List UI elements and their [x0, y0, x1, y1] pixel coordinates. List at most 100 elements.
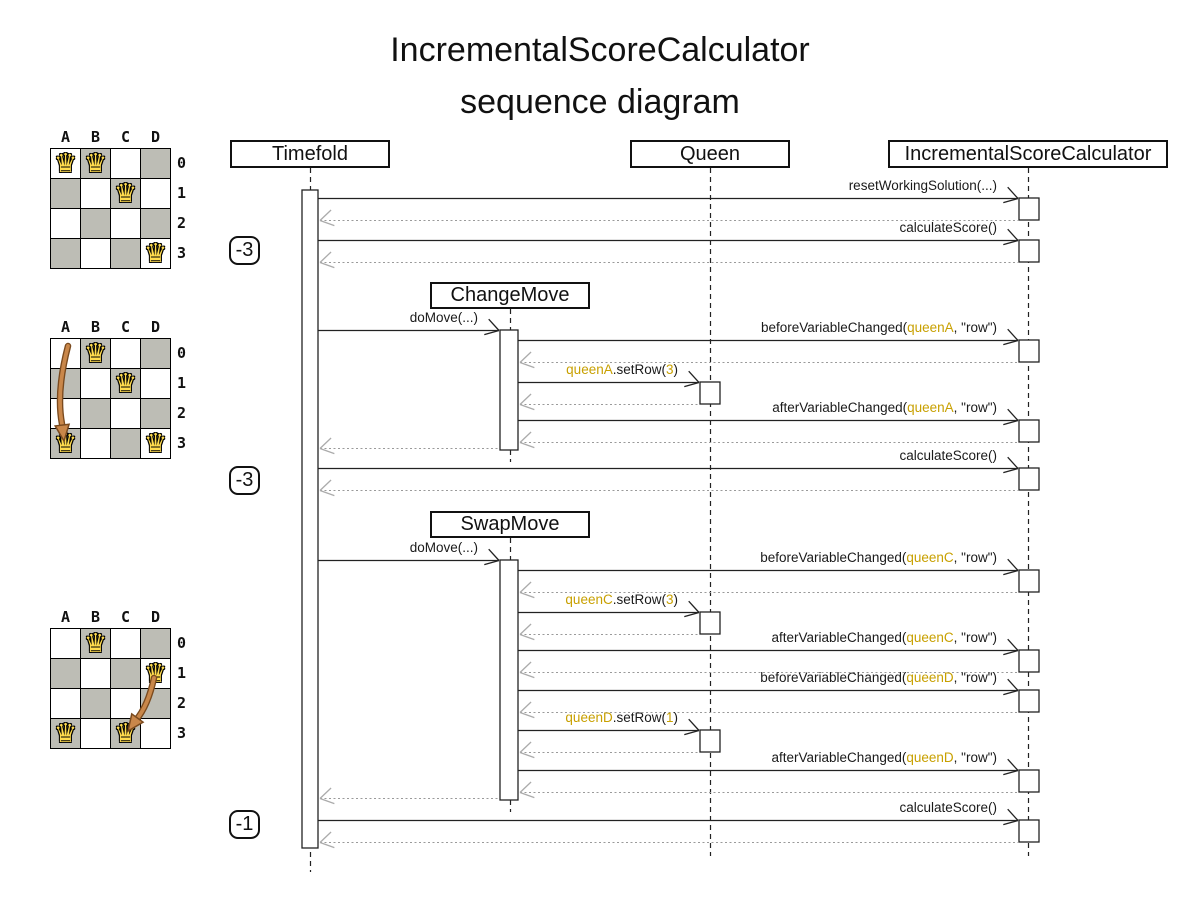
arrowhead-stroke: [519, 351, 532, 363]
move-box-swapmove: SwapMove: [430, 511, 590, 538]
move-arrow-icon: [126, 674, 158, 733]
queen-ref-text: 3: [665, 592, 674, 607]
arrowhead-icon: [1003, 328, 1019, 346]
col-label: A: [60, 608, 71, 626]
label-text: , "row"): [953, 750, 997, 765]
board-cell: [110, 368, 141, 399]
arrowhead-stroke: [1007, 558, 1019, 571]
arrowhead-stroke: [519, 623, 532, 635]
arrowhead-stroke: [1007, 456, 1019, 469]
arrowhead-stroke: [519, 671, 535, 679]
row-label: 2: [177, 404, 187, 422]
arrowhead-stroke: [519, 741, 532, 753]
arrowhead-stroke: [319, 209, 332, 221]
activation-bar-changemove: [499, 329, 519, 451]
label-text: , "row"): [953, 320, 997, 335]
board-cell: [80, 688, 111, 719]
board-cell: [50, 428, 81, 459]
arrowhead-stroke: [319, 251, 332, 263]
arrowhead-stroke: [519, 581, 532, 593]
queen-icon: ♛: [83, 148, 108, 178]
message-label: queenA.setRow(3): [566, 362, 678, 378]
row-label: 0: [177, 634, 187, 652]
arrowhead-icon: [1003, 186, 1019, 204]
label-text: beforeVariableChanged(: [760, 670, 907, 685]
arrowhead-stroke: [484, 329, 500, 336]
arrowhead-stroke: [484, 559, 500, 566]
message-label: beforeVariableChanged(queenC, "row"): [760, 550, 997, 566]
return-arrowhead-icon: [319, 251, 335, 269]
arrowhead-stroke: [688, 600, 700, 613]
label-text: .setRow(: [612, 710, 666, 725]
activation-bar-timefold: [301, 189, 319, 849]
arrowhead-icon: [684, 600, 700, 618]
label-text: ): [673, 710, 679, 725]
row-label: 2: [177, 694, 187, 712]
board-cell: [50, 178, 81, 209]
label-text: resetWorkingSolution(...): [848, 178, 997, 193]
arrowhead-stroke: [488, 318, 500, 331]
col-label: B: [90, 608, 101, 626]
return-arrowhead-icon: [319, 437, 335, 455]
col-label: A: [60, 318, 71, 336]
board-cell: [110, 148, 141, 179]
lifeline-header-queen: Queen: [630, 140, 790, 168]
row-label: 3: [177, 244, 187, 262]
arrowhead-stroke: [1007, 808, 1019, 821]
label-text: , "row"): [953, 670, 997, 685]
arrowhead-stroke: [1003, 197, 1019, 204]
arrowhead-stroke: [1007, 638, 1019, 651]
page-title-line1: IncrementalScoreCalculator: [390, 31, 810, 69]
queen-icon: ♛: [113, 368, 138, 398]
board-cell: [80, 368, 111, 399]
arrowhead-stroke: [319, 841, 335, 849]
message-label: afterVariableChanged(queenA, "row"): [772, 400, 997, 416]
board-cell: [50, 628, 81, 659]
move-arrow-icon: [53, 342, 72, 443]
arrowhead-icon: [1003, 638, 1019, 656]
message-label: calculateScore(): [899, 800, 997, 816]
return-arrowhead-icon: [519, 741, 535, 759]
label-text: doMove(...): [409, 310, 478, 325]
move-box-changemove: ChangeMove: [430, 282, 590, 309]
board-after-swapmove: A B C D 0 1 2 3 ♛ ♛ ♛ ♛: [50, 608, 186, 749]
board-initial: A B C D 0 1 2 3 ♛ ♛ ♛ ♛: [50, 128, 186, 269]
return-arrowhead-icon: [319, 209, 335, 227]
label-text: , "row"): [953, 400, 997, 415]
queen-icon: ♛: [143, 658, 168, 688]
queen-ref-text: queenD: [906, 750, 954, 765]
arrowhead-stroke: [1003, 569, 1019, 576]
row-label: 1: [177, 374, 187, 392]
row-label: 2: [177, 214, 187, 232]
arrowhead-stroke: [1007, 678, 1019, 691]
arrowhead-stroke: [319, 219, 335, 227]
arrowhead-icon: [1003, 558, 1019, 576]
col-label: B: [90, 128, 101, 146]
message-label: doMove(...): [410, 540, 478, 556]
queen-icon: ♛: [53, 148, 78, 178]
target-activation-box: [1018, 239, 1040, 263]
target-activation-box: [1018, 339, 1040, 363]
message-label: calculateScore(): [899, 220, 997, 236]
message-label: queenC.setRow(3): [565, 592, 678, 608]
queen-icon: ♛: [143, 238, 168, 268]
arrowhead-stroke: [519, 431, 532, 443]
board-cell: [140, 718, 171, 749]
target-activation-box: [1018, 419, 1040, 443]
queen-ref-text: queenA: [907, 320, 954, 335]
arrowhead-icon: [1003, 758, 1019, 776]
board-cell: [110, 398, 141, 429]
move-arrow-body: [58, 344, 70, 426]
score-badge: -3: [229, 466, 260, 495]
arrowhead-stroke: [519, 751, 535, 759]
lifeline-header-timefold: Timefold: [230, 140, 390, 168]
arrowhead-stroke: [688, 718, 700, 731]
col-label: D: [150, 128, 161, 146]
label-text: .setRow(: [612, 362, 666, 377]
queen-icon: ♛: [83, 628, 108, 658]
return-arrowhead-icon: [519, 623, 535, 641]
arrowhead-icon: [484, 318, 500, 336]
board-cell: [50, 398, 81, 429]
arrowhead-stroke: [1007, 408, 1019, 421]
